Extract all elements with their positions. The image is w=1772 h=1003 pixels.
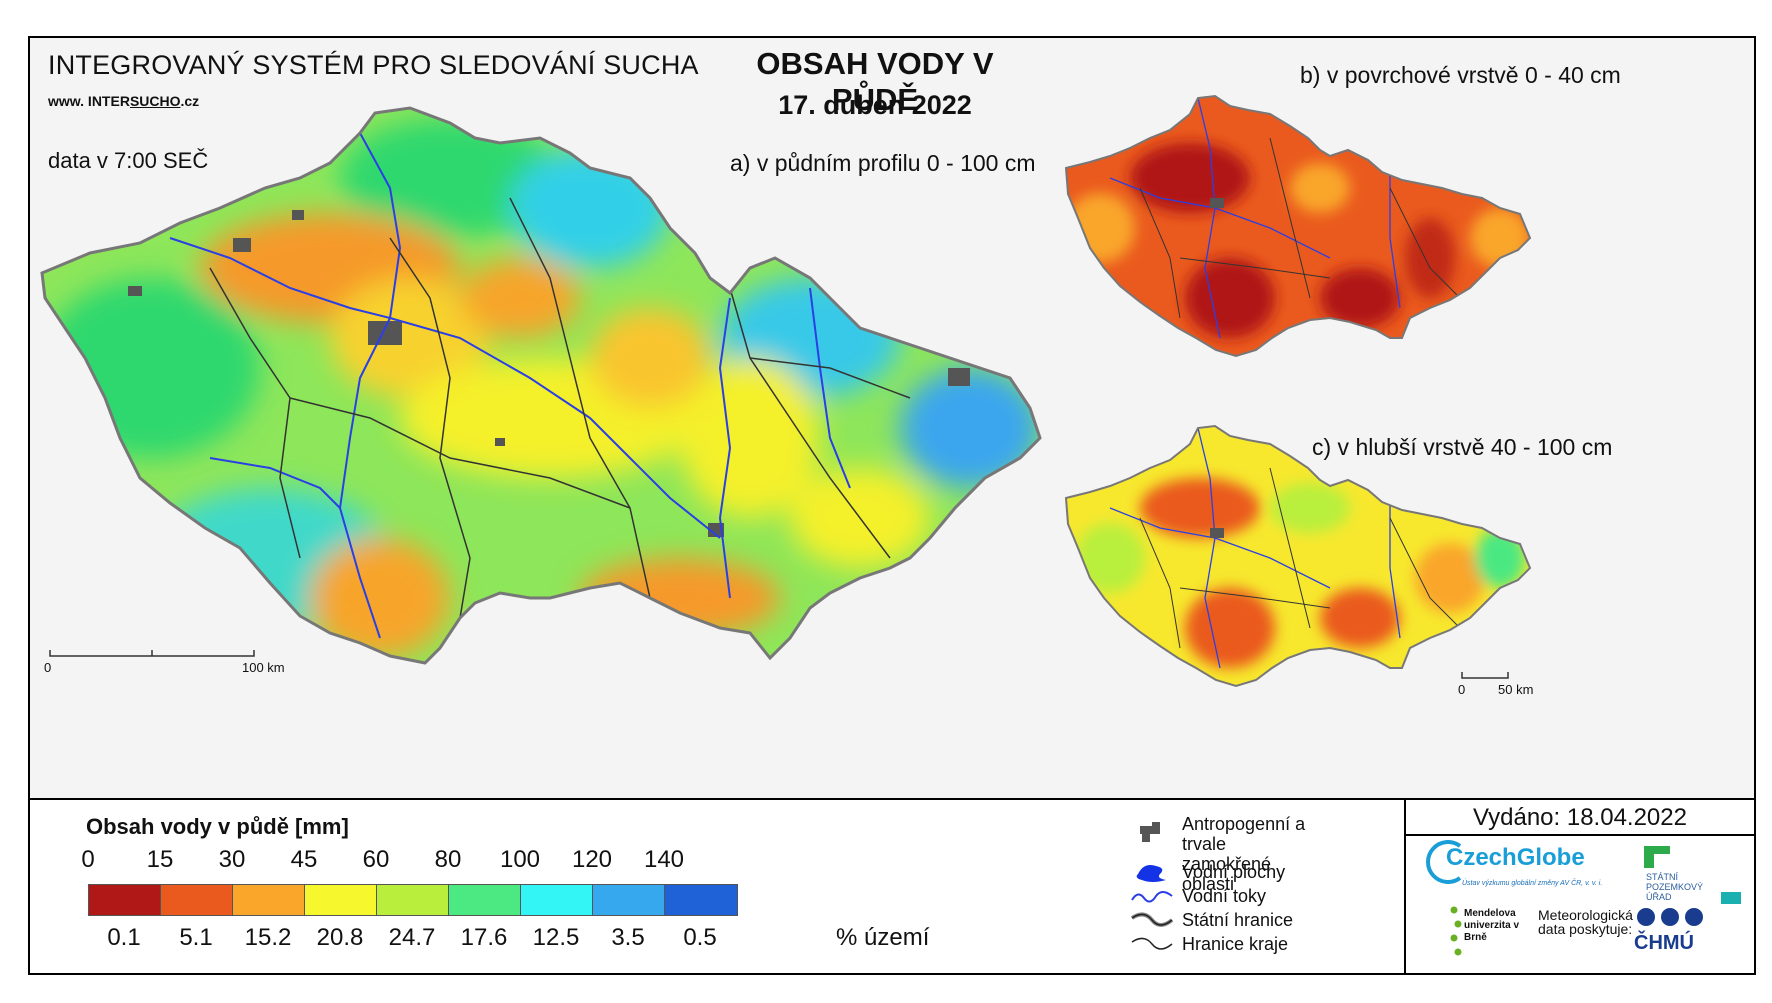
scale-small-start: 0 (1458, 682, 1466, 697)
legend-percentage: 0.1 (107, 924, 141, 951)
legend-threshold: 0 (81, 846, 95, 873)
map-panel: INTEGROVANÝ SYSTÉM PRO SLEDOVÁNÍ SUCHA w… (30, 38, 1754, 800)
legend-swatch (233, 885, 305, 915)
mendel-logo: Mendelova univerzita v Brně (1464, 908, 1520, 943)
czechglobe-logo: CzechGlobe (1446, 844, 1585, 871)
czechglobe-logo-icon (1426, 840, 1462, 884)
scale-main-end: 100 km (242, 660, 285, 675)
water-body-icon (1136, 865, 1166, 882)
scale-bar-small (1461, 672, 1509, 679)
legend-swatch (377, 885, 449, 915)
main-date: 17. duben 2022 (778, 90, 972, 120)
map-c-label: c) v hlubší vrstvě 40 - 100 cm (1312, 434, 1613, 460)
legend-swatch (449, 885, 521, 915)
legend-percentage: 12.5 (532, 924, 580, 951)
map-a-label: a) v půdním profilu 0 - 100 cm (730, 150, 1036, 176)
spu-logo: STÁTNÍ POZEMKOVÝ ÚŘAD (1646, 872, 1704, 902)
mendel-logo-icon (1450, 906, 1462, 956)
legend-swatch (89, 885, 161, 915)
scale-small-end: 50 km (1498, 682, 1534, 697)
legend-percentage: 0.5 (683, 924, 717, 951)
legend-swatch (161, 885, 233, 915)
legend-title: Obsah vody v půdě [mm] (86, 814, 349, 839)
anthropogenic-label: Antropogenní a trvale zamokřené oblasti (1182, 814, 1306, 894)
legend-color-bar (88, 884, 738, 916)
anthropogenic-area-icon (1140, 822, 1160, 842)
system-title: INTEGROVANÝ SYSTÉM PRO SLEDOVÁNÍ SUCHA (48, 50, 699, 80)
legend-percentage: 20.8 (316, 924, 364, 951)
legend-swatch (593, 885, 665, 915)
legend-swatch (665, 885, 737, 915)
legend-threshold: 45 (290, 846, 318, 873)
scale-main-start: 0 (44, 660, 52, 675)
legend-percentage: 17.6 (460, 924, 508, 951)
legend-swatch (305, 885, 377, 915)
legend-pct-label: % území (836, 924, 930, 951)
legend-percentage: 24.7 (388, 924, 436, 951)
legend-threshold: 120 (571, 846, 613, 873)
legend-threshold: 140 (643, 846, 685, 873)
issued-date: Vydáno: 18.04.2022 (1406, 800, 1754, 836)
met-data-provider: Meteorologická data poskytuje: (1538, 907, 1633, 937)
legend-swatch (521, 885, 593, 915)
data-time: data v 7:00 SEČ (48, 148, 209, 173)
water-body-label: Vodní plochy (1182, 862, 1286, 882)
main-title: OBSAH VODY V PŮDĚ (756, 46, 994, 117)
legend-percentage: 5.1 (179, 924, 213, 951)
maps-canvas (40, 94, 1532, 688)
river-icon (1131, 891, 1173, 903)
legend-threshold: 30 (218, 846, 246, 873)
legend-percentage: 15.2 (244, 924, 292, 951)
issued-box: Vydáno: 18.04.2022 CzechGlobe Ústav výzk… (1404, 800, 1754, 973)
scale-bar-main (49, 650, 255, 657)
legend-threshold: 15 (146, 846, 174, 873)
map-b-surface-0-40 (1064, 94, 1532, 358)
legend-threshold: 80 (434, 846, 462, 873)
region-border-icon (1131, 937, 1173, 950)
system-url[interactable]: www. INTERSUCHO.cz (48, 93, 200, 109)
region-border-label: Hranice kraje (1182, 934, 1289, 954)
legend-threshold: 60 (362, 846, 390, 873)
map-b-label: b) v povrchové vrstvě 0 - 40 cm (1300, 62, 1621, 88)
legend-percentage: 3.5 (611, 924, 645, 951)
state-border-label: Státní hranice (1182, 910, 1294, 930)
czechglobe-subtitle: Ústav výzkumu globální změny AV ČR, v. v… (1462, 880, 1603, 887)
state-border-icon (1130, 912, 1174, 927)
chmu-logo: ČHMÚ (1634, 932, 1694, 954)
chmu-logo-icon (1637, 908, 1703, 926)
river-label: Vodní toky (1182, 886, 1267, 906)
figure-frame: INTEGROVANÝ SYSTÉM PRO SLEDOVÁNÍ SUCHA w… (28, 36, 1756, 975)
legend-threshold: 100 (499, 846, 541, 873)
legend-panel: Obsah vody v půdě [mm] 0 15 30 45 60 80 100 120… (30, 800, 1754, 973)
